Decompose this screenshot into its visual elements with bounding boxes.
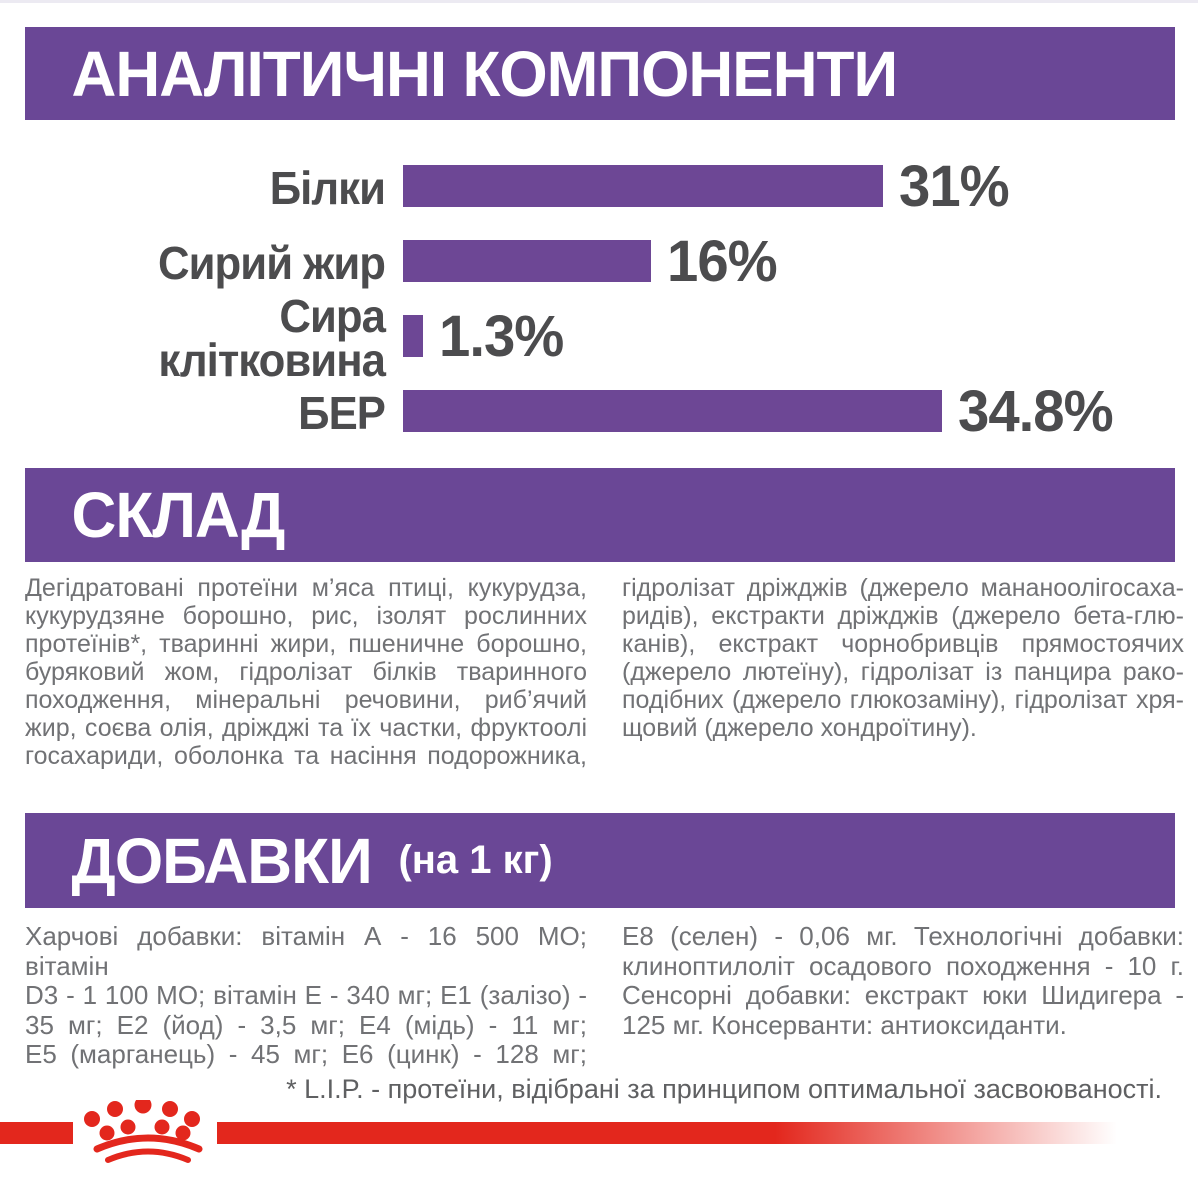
- body-text-line: госахариди, оболонка та насіння подорожн…: [25, 742, 587, 770]
- lip-footnote: * L.I.P. - протеїни, відібрані за принци…: [286, 1074, 1162, 1104]
- body-text-line: клиноптилоліт осадового походження - 10 …: [622, 950, 1184, 981]
- body-text-line: Е8 (селен) - 0,06 мг. Технологічні добав…: [622, 921, 1184, 951]
- red-ribbon-left-segment: [0, 1122, 73, 1144]
- chart-bar: [403, 315, 423, 357]
- body-text-line: гідролізат дріжджів (джерело мананооліго…: [622, 574, 1184, 602]
- chart-category-label: Сирий жир: [19, 237, 386, 290]
- chart-category-label-line: Сирий жир: [158, 237, 386, 290]
- body-text-line: жир, соєва олія, дріжджі та їх частки, ф…: [25, 714, 587, 742]
- royal-canin-crown-paw-icon: [84, 1100, 203, 1163]
- chart-category-label-line: клітковина: [158, 334, 386, 386]
- analytical-components-bar-chart: Білки 31% Сирий жир 16% Сира клітковина 1.3% БЕ…: [0, 0, 1198, 468]
- body-text-line: ридів), екстракти дріжджів (джерело бета…: [622, 602, 1184, 630]
- body-text-line: кукурудзяне борошно, рис, ізолят рослинн…: [25, 602, 587, 630]
- composition-text-left-column: Дегідратовані протеїни м’яса птиці, куку…: [25, 574, 587, 770]
- chart-row: Сира клітковина 1.3%: [0, 293, 1198, 382]
- section-title-composition: СКЛАД: [71, 479, 286, 551]
- body-text-line: походження, мінеральні речовини, риб’ячи…: [25, 686, 587, 714]
- chart-row: Білки 31%: [0, 154, 1198, 219]
- chart-value-label: 31%: [899, 153, 1010, 219]
- additives-text-right-column: Е8 (селен) - 0,06 мг. Технологічні добав…: [622, 921, 1184, 1040]
- body-text-line: 125 мг. Консерванти: антиоксиданти.: [622, 1009, 1067, 1040]
- body-text-line: буряковий жом, гідролізат білків тваринн…: [25, 658, 587, 686]
- chart-value-label: 16%: [667, 228, 778, 294]
- section-header-analytical: АНАЛІТИЧНІ КОМПОНЕНТИ: [25, 27, 1175, 120]
- section-header-composition: СКЛАД: [25, 468, 1175, 562]
- body-text-line: щовий (джерело хондроїтину).: [622, 714, 977, 742]
- chart-value-label: 34.8%: [958, 378, 1114, 444]
- chart-value-label: 1.3%: [439, 303, 564, 369]
- chart-category-label: Білки: [19, 162, 386, 215]
- body-text-line: Дегідратовані протеїни м’яса птиці, куку…: [25, 574, 587, 602]
- body-text-line: Е5 (марганець) - 45 мг; Е6 (цинк) - 128 …: [25, 1039, 587, 1069]
- body-text-line: протеїнів*, тваринні жири, пшеничне боро…: [25, 630, 587, 658]
- section-header-additives: ДОБАВКИ (на 1 кг): [25, 813, 1175, 908]
- chart-category-label-line: Білки: [269, 162, 386, 215]
- chart-category-label: БЕР: [19, 387, 386, 440]
- chart-row: Сирий жир 16%: [0, 229, 1198, 294]
- top-border-line: [0, 0, 1198, 3]
- body-text-line: Сенсорні добавки: екстракт юки Шидигера …: [622, 980, 1184, 1010]
- body-text-line: 35 мг; Е2 (йод) - 3,5 мг; Е4 (мідь) - 11…: [25, 1009, 587, 1040]
- body-text-line: (джерело лютеїну), гідролізат із панцира…: [622, 658, 1184, 686]
- chart-bar: [403, 240, 651, 282]
- chart-category-label: Сира клітковина: [19, 290, 386, 386]
- body-text-line: подібних (джерело глюкозаміну), гідроліз…: [622, 686, 1184, 714]
- chart-row: БЕР 34.8%: [0, 379, 1198, 444]
- chart-bar: [403, 390, 942, 432]
- body-text-line: Харчові добавки: вітамін А - 16 500 МО; …: [25, 921, 587, 981]
- body-text-line: канів), екстракт чорнобривців прямостояч…: [622, 630, 1184, 658]
- section-subtitle-additives: (на 1 кг): [398, 838, 553, 882]
- red-ribbon-right-segment: [217, 1122, 1117, 1144]
- body-text-line: D3 - 1 100 МО; вітамін Е - 340 мг; Е1 (з…: [25, 980, 587, 1010]
- composition-text-right-column: гідролізат дріжджів (джерело мананооліго…: [622, 574, 1184, 742]
- chart-category-label-line: БЕР: [298, 387, 386, 440]
- chart-bar: [403, 165, 883, 207]
- chart-category-label-line: Сира: [279, 290, 386, 343]
- section-title-additives: ДОБАВКИ: [71, 824, 373, 897]
- additives-text-left-column: Харчові добавки: вітамін А - 16 500 МО; …: [25, 921, 587, 1070]
- section-title-analytical: АНАЛІТИЧНІ КОМПОНЕНТИ: [71, 37, 899, 110]
